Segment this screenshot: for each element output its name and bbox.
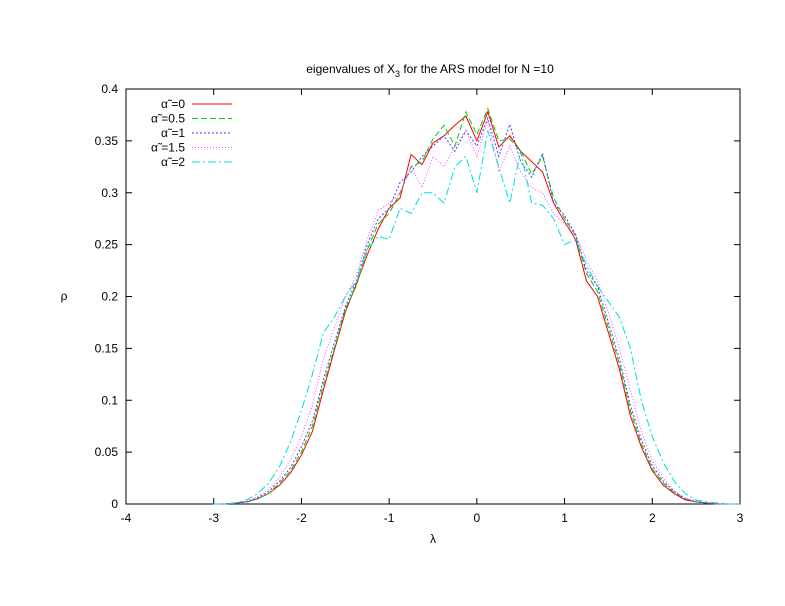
- series-line-4: [213, 130, 740, 505]
- legend-label: α̃ =1: [161, 126, 185, 140]
- legend-label: α̃ =0.5: [151, 112, 185, 126]
- series-line-1: [213, 107, 740, 505]
- chart-title: eigenvalues of X3 for the ARS model for …: [306, 62, 554, 79]
- x-tick-label: 3: [737, 511, 744, 525]
- legend-label: α̃ =0: [161, 97, 185, 111]
- x-tick-label: -2: [296, 511, 307, 525]
- y-tick-label: 0.1: [101, 393, 118, 407]
- y-tick-label: 0.4: [101, 82, 118, 96]
- y-tick-label: 0: [111, 497, 118, 511]
- y-tick-label: 0.15: [95, 341, 119, 355]
- x-tick-label: -3: [208, 511, 219, 525]
- series-line-0: [213, 110, 740, 505]
- series-line-3: [213, 119, 740, 505]
- plot-frame: [125, 88, 741, 505]
- y-axis-label: ρ: [61, 289, 68, 303]
- series-line-2: [213, 116, 740, 505]
- x-axis-label: λ: [430, 532, 436, 546]
- x-tick-label: 0: [474, 511, 481, 525]
- x-tick-label: -4: [121, 511, 132, 525]
- y-tick-label: 0.2: [101, 290, 118, 304]
- y-tick-label: 0.35: [95, 134, 119, 148]
- x-tick-label: 1: [561, 511, 568, 525]
- y-tick-label: 0.3: [101, 186, 118, 200]
- legend-label: α̃ =1.5: [151, 141, 185, 155]
- x-tick-label: -1: [384, 511, 395, 525]
- y-tick-label: 0.05: [95, 445, 119, 459]
- x-tick-label: 2: [649, 511, 656, 525]
- y-tick-label: 0.25: [95, 238, 119, 252]
- legend-label: α̃ =2: [161, 155, 185, 169]
